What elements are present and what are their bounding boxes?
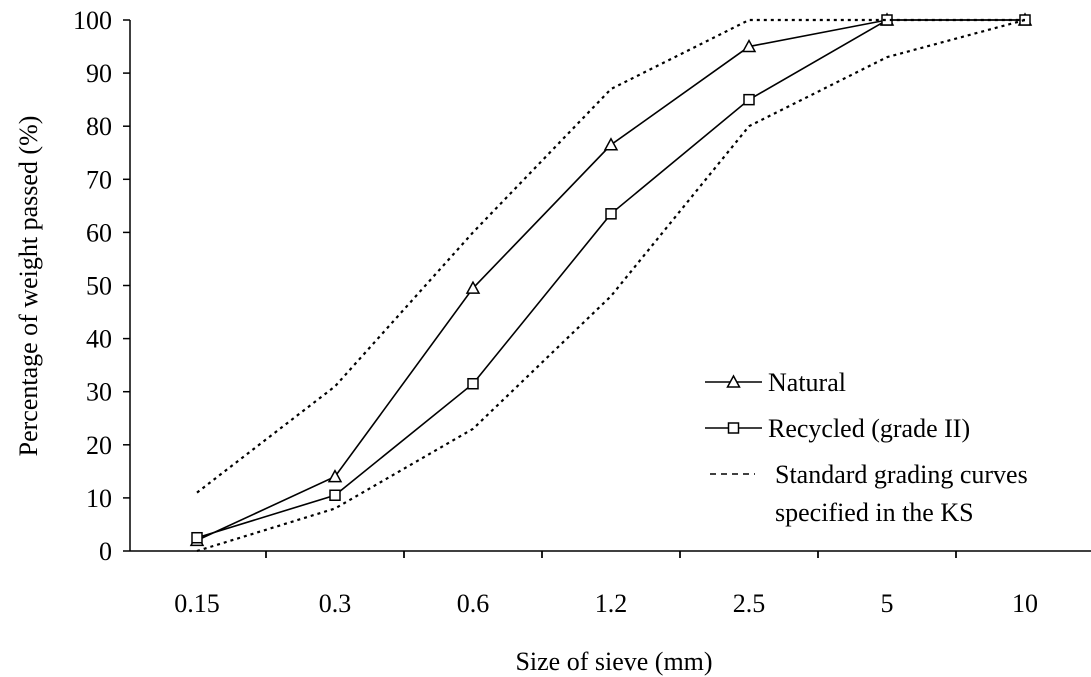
- y-tick-label: 60: [86, 218, 112, 247]
- legend-marker-triangle: [726, 374, 741, 388]
- data-point-square: [743, 93, 755, 106]
- y-tick-label: 80: [86, 112, 112, 141]
- x-tick-label: 1.2: [595, 589, 628, 618]
- y-axis-label: Percentage of weight passed (%): [14, 116, 43, 457]
- y-tick-label: 90: [86, 59, 112, 88]
- data-point-square: [605, 208, 617, 220]
- x-tick-label: 10: [1012, 589, 1038, 618]
- data-point-triangle: [603, 137, 619, 151]
- x-tick-label: 5: [881, 589, 894, 618]
- data-point-square: [329, 489, 341, 501]
- data-point-square: [191, 531, 203, 544]
- y-tick-label: 10: [86, 484, 112, 513]
- series-3: [196, 18, 1026, 553]
- y-tick-label: 30: [86, 378, 112, 407]
- x-tick-label: 0.3: [319, 589, 352, 618]
- series-1: [191, 14, 1031, 544]
- x-tick-label: 0.6: [457, 589, 490, 618]
- y-tick-label: 50: [86, 272, 112, 301]
- series-line: [196, 18, 1026, 553]
- y-tick-label: 100: [73, 6, 112, 35]
- y-ticks: 0 10 20 30 40 50 60 70 80 90 100: [73, 6, 130, 566]
- x-tick-label: 0.15: [174, 589, 220, 618]
- legend-marker-square: [727, 422, 740, 434]
- y-tick-label: 40: [86, 325, 112, 354]
- data-point-triangle: [741, 38, 757, 53]
- legend-label: Standard grading curves: [775, 460, 1028, 489]
- series-layer: [189, 12, 1033, 553]
- legend-label: Recycled (grade II): [768, 414, 970, 443]
- x-ticks: 0.15 0.3 0.6 1.2 2.5 5 10: [174, 551, 1038, 618]
- data-point-triangle: [465, 280, 481, 294]
- y-tick-label: 20: [86, 431, 112, 460]
- legend-label: specified in the KS: [775, 498, 974, 527]
- x-axis-label: Size of sieve (mm): [515, 647, 712, 676]
- legend: Natural Recycled (grade II) Standard gradi…: [705, 368, 1028, 527]
- y-tick-label: 0: [99, 537, 112, 566]
- data-point-square: [467, 377, 479, 390]
- legend-label: Natural: [768, 368, 846, 397]
- data-point-triangle: [327, 469, 343, 483]
- y-tick-label: 70: [86, 165, 112, 194]
- x-tick-label: 2.5: [733, 589, 766, 618]
